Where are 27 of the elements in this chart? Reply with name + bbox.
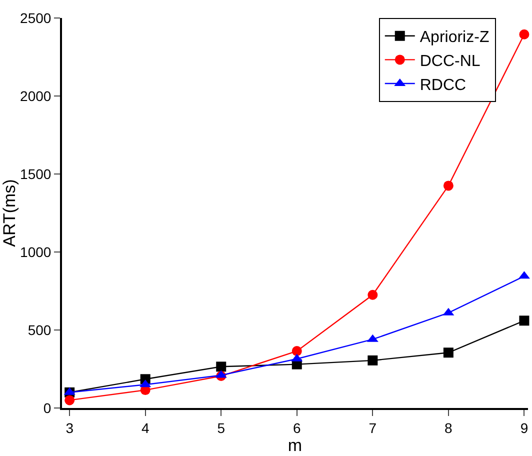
point [368, 355, 378, 366]
x-tick-label: 9 [520, 420, 528, 436]
y-axis-title: ART(ms) [0, 179, 19, 247]
x-tick-label: 3 [66, 420, 74, 436]
x-tick-label: 5 [217, 420, 226, 436]
point [292, 346, 302, 356]
point [443, 180, 454, 191]
legend-label: Aprioriz-Z [420, 29, 490, 46]
point [519, 29, 530, 40]
legend-label: DCC-NL [420, 52, 480, 70]
x-tick-label: 8 [444, 420, 453, 436]
legend-label: RDCC [420, 76, 466, 94]
point [519, 316, 530, 326]
x-tick-label: 4 [141, 420, 150, 436]
x-axis-title: m [288, 436, 302, 455]
point [64, 395, 75, 406]
y-tick-label: 0 [43, 400, 52, 416]
point [216, 362, 226, 372]
y-tick-label: 500 [28, 322, 52, 338]
y-tick-label: 1500 [20, 166, 52, 182]
y-tick-label: 2500 [20, 10, 52, 26]
y-tick-label: 1000 [20, 244, 52, 260]
y-tick-label: 2000 [20, 88, 52, 104]
x-tick-label: 7 [368, 420, 377, 436]
point [368, 290, 378, 300]
x-tick-label: 6 [292, 420, 301, 436]
point [443, 348, 454, 358]
